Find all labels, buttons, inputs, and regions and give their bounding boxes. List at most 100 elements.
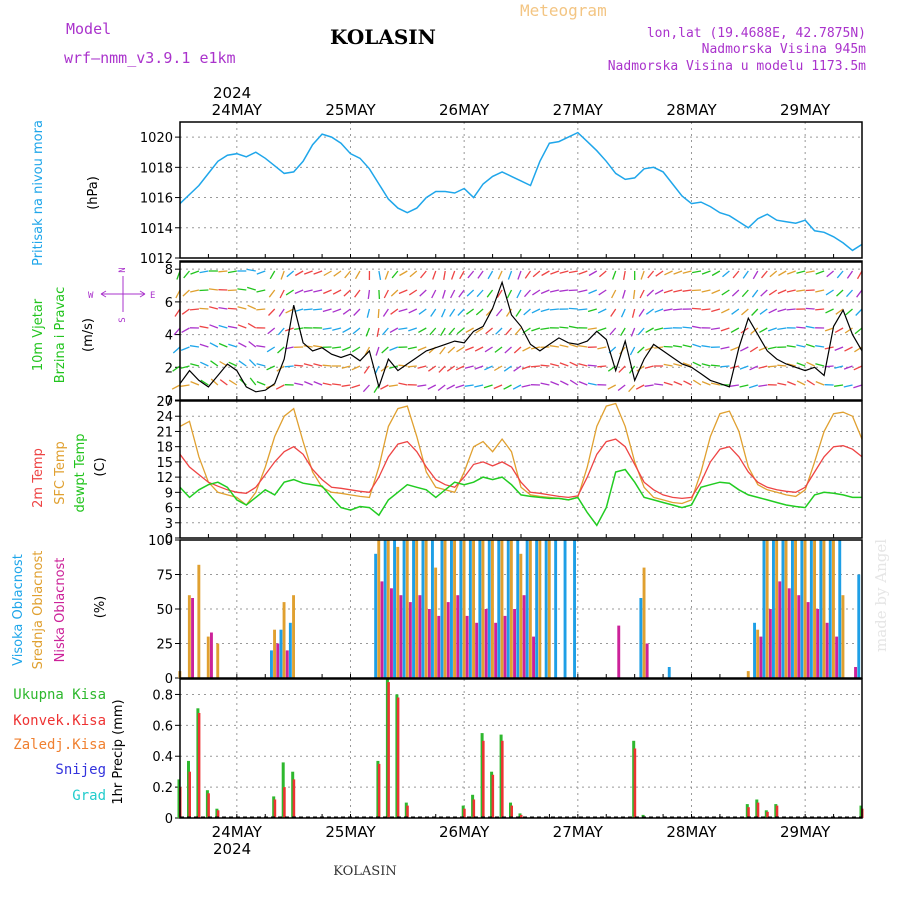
mid-cloud-bar [386, 540, 390, 678]
wind-barb [611, 289, 617, 299]
wind-barb [285, 289, 295, 296]
wind-barb [692, 343, 702, 348]
mid-cloud-bar [519, 553, 523, 678]
wind-barb [383, 289, 389, 299]
wind-barb [303, 308, 313, 311]
high-cloud-bar [667, 667, 671, 678]
wind-barb [466, 289, 475, 297]
wind-barb [759, 308, 768, 315]
wind-barb [332, 383, 342, 386]
wind-barb [449, 308, 456, 317]
wind-barb [284, 365, 294, 368]
temp-ytick-label: 15 [156, 456, 173, 471]
wind-barb [751, 289, 759, 298]
precip-conv-bar [756, 802, 760, 818]
wind-barb [419, 289, 427, 297]
wind-barb [778, 270, 787, 277]
wind-barb [532, 289, 541, 296]
wind-barb [622, 270, 626, 281]
wind-barb [280, 270, 285, 280]
wind-barb [465, 327, 474, 333]
day-label-bottom: 24MAY [212, 823, 263, 841]
year-top-label: 2024 [213, 84, 251, 102]
watermark: made by Angel [872, 539, 890, 652]
wind-barb [701, 289, 711, 293]
wind-title-2: Brzina i Pravac [53, 287, 68, 384]
wind-barb [777, 382, 787, 386]
footer-station: KOLASIN [333, 864, 396, 879]
wind-barb [447, 346, 456, 354]
wind-barb [506, 289, 513, 299]
wind-barb [341, 384, 351, 387]
wind-barb [456, 327, 465, 335]
wind-barb [597, 308, 607, 314]
day-label-bottom: 29MAY [780, 823, 831, 841]
wind-barb [294, 382, 304, 386]
wind-barb [598, 289, 607, 296]
wind-barb [768, 308, 778, 314]
wind-barb [513, 346, 522, 354]
wind-barb [180, 384, 190, 387]
wind-barb [691, 270, 702, 274]
pressure-panel-bg [180, 122, 862, 258]
wind-barb [701, 345, 711, 348]
wind-barb [834, 365, 844, 369]
wind-barb [354, 289, 361, 298]
wind-barb [682, 270, 692, 274]
wind-barb [673, 289, 683, 293]
wind-barb [815, 308, 825, 311]
wind-barb [522, 346, 531, 352]
wind-barb [663, 308, 673, 312]
high-cloud-bar [383, 540, 387, 678]
wind-barb [228, 379, 238, 386]
high-cloud-bar [819, 540, 823, 678]
wind-barb [437, 384, 446, 392]
wind-barb [844, 327, 853, 334]
wind-barb [786, 345, 796, 348]
wind-title-1: 10m Vjetar [31, 298, 46, 371]
mid-cloud-bar [746, 671, 750, 678]
panel-frames [179, 121, 863, 819]
wind-barb [682, 344, 692, 348]
precip-conv-bar [766, 811, 769, 818]
high-cloud-bar [487, 540, 491, 678]
wind-barb [568, 325, 578, 329]
wind-barb [540, 308, 550, 313]
precip-conv-bar [283, 787, 286, 818]
precip-conv-bar [633, 748, 637, 818]
wind-barb [806, 361, 815, 367]
wind-barb [228, 343, 238, 348]
wind-barb [380, 384, 389, 390]
mid-cloud-bar [500, 540, 504, 678]
pressure-ytick-label: 1016 [140, 192, 173, 207]
wind-barb [209, 306, 219, 310]
day-label-top: 29MAY [780, 101, 831, 119]
wind-barb [825, 308, 834, 314]
wind-barb [172, 346, 181, 354]
wind-barb [294, 364, 304, 367]
wind-barb [721, 289, 730, 296]
cloud-axis-title: Visoka Oblacnost Srednja Oblacnost Niska… [11, 551, 108, 670]
wind-barb [617, 384, 626, 392]
wind-barb [618, 365, 626, 373]
low-cloud-bar [617, 625, 621, 678]
wind-barb [628, 384, 636, 393]
wind-barb [637, 327, 645, 336]
high-cloud-bar [857, 574, 861, 678]
wind-barb [692, 379, 702, 386]
wind-barb [417, 365, 427, 369]
wind-barb [682, 326, 692, 329]
wind-barb [578, 289, 588, 293]
mid-cloud-bar [481, 540, 485, 678]
wind-barb [524, 270, 532, 279]
precip-legend: Ukupna Kisa Konvek.Kisa Zaledj.Kisa Snij… [13, 687, 126, 805]
wind-barb [294, 308, 304, 313]
wind-barb [493, 384, 503, 390]
wind-barb [332, 308, 342, 313]
low-cloud-bar [816, 609, 820, 678]
temp-title-1: 2m Temp [31, 448, 46, 508]
wind-barb [691, 307, 702, 310]
wind-barb [796, 289, 806, 292]
wind-barb [237, 288, 247, 291]
